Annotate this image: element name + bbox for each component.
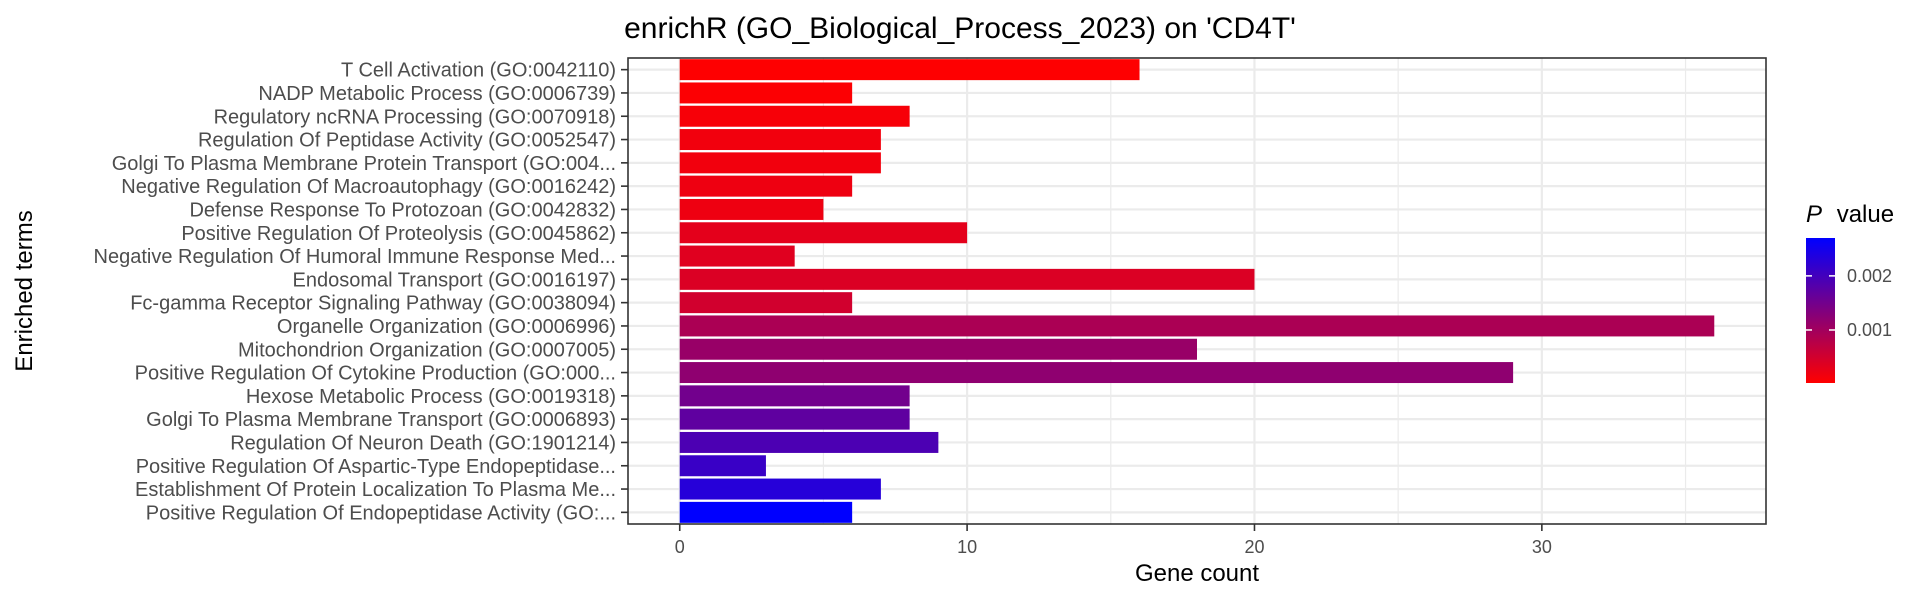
legend-tick-label: 0.001: [1847, 320, 1892, 340]
x-tick-label: 30: [1532, 537, 1552, 557]
y-tick-label: Positive Regulation Of Cytokine Producti…: [135, 363, 616, 385]
y-tick-label: Hexose Metabolic Process (GO:0019318): [246, 386, 616, 408]
legend-tick-label: 0.002: [1847, 266, 1892, 286]
bar: [679, 431, 939, 453]
y-tick-label: Fc-gamma Receptor Signaling Pathway (GO:…: [130, 293, 616, 315]
x-tick-label: 0: [675, 537, 685, 557]
x-tick-label: 10: [957, 537, 977, 557]
y-tick-label: Defense Response To Protozoan (GO:004283…: [189, 199, 616, 221]
legend-ticks: 0.001 0.002: [1806, 266, 1892, 340]
bar: [679, 105, 910, 127]
bar: [679, 338, 1197, 360]
bar: [679, 268, 1255, 290]
bar: [679, 175, 853, 197]
bar: [679, 501, 853, 523]
bar: [679, 152, 881, 174]
legend: P value 0.001 0.002: [1806, 201, 1894, 383]
bar: [679, 408, 910, 430]
y-tick-label: Organelle Organization (GO:0006996): [277, 316, 616, 338]
panel-border: [627, 57, 1767, 525]
bar: [679, 292, 853, 314]
y-tick-label: Regulatory ncRNA Processing (GO:0070918): [214, 106, 616, 128]
legend-title-italic: P: [1806, 201, 1822, 228]
bar: [679, 478, 881, 500]
y-tick-label: Golgi To Plasma Membrane Transport (GO:0…: [146, 409, 616, 431]
y-axis-title: Enriched terms: [11, 210, 38, 371]
y-tick-label: Regulation Of Neuron Death (GO:1901214): [230, 432, 616, 454]
legend-colorbar: [1806, 238, 1835, 383]
bar: [679, 222, 968, 244]
y-tick-label: T Cell Activation (GO:0042110): [341, 60, 616, 82]
y-tick-label: Establishment Of Protein Localization To…: [135, 479, 616, 501]
y-tick-label: Regulation Of Peptidase Activity (GO:005…: [198, 130, 616, 152]
legend-title-rest: value: [1837, 201, 1894, 228]
bar: [679, 245, 795, 267]
y-tick-label: Endosomal Transport (GO:0016197): [292, 269, 616, 291]
bar: [679, 59, 1140, 81]
y-tick-label: Negative Regulation Of Macroautophagy (G…: [121, 176, 616, 198]
x-tick-label: 20: [1244, 537, 1264, 557]
bar: [679, 129, 881, 151]
bars-group: [679, 59, 1715, 523]
bar: [679, 82, 853, 104]
y-axis: T Cell Activation (GO:0042110)NADP Metab…: [94, 60, 628, 524]
bar: [679, 455, 766, 477]
bar: [679, 362, 1514, 384]
bar: [679, 315, 1715, 337]
x-axis: 0 10 20 30: [675, 524, 1552, 557]
chart-title: enrichR (GO_Biological_Process_2023) on …: [624, 12, 1296, 45]
x-axis-title: Gene count: [1135, 560, 1259, 587]
y-tick-label: NADP Metabolic Process (GO:0006739): [258, 83, 616, 105]
bar: [679, 198, 824, 220]
y-tick-label: Golgi To Plasma Membrane Protein Transpo…: [112, 153, 616, 175]
y-tick-label: Positive Regulation Of Endopeptidase Act…: [146, 502, 616, 524]
y-tick-label: Negative Regulation Of Humoral Immune Re…: [94, 246, 616, 268]
y-tick-label: Positive Regulation Of Aspartic-Type End…: [136, 456, 616, 478]
y-tick-label: Mitochondrion Organization (GO:0007005): [238, 339, 616, 361]
grid-lines: [628, 58, 1766, 524]
bar: [679, 385, 910, 407]
y-tick-label: Positive Regulation Of Proteolysis (GO:0…: [181, 223, 616, 245]
legend-title: P value: [1806, 201, 1894, 228]
